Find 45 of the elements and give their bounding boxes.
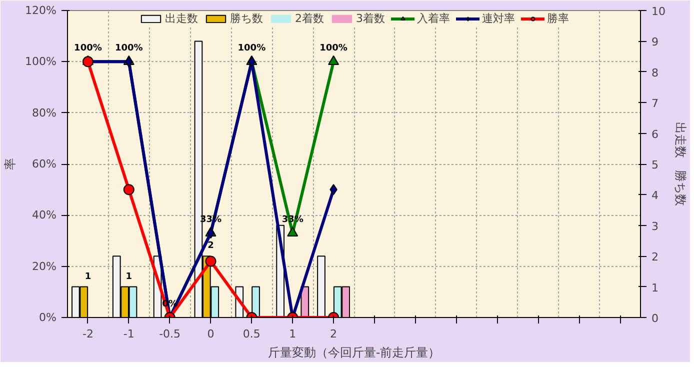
point (328, 55, 340, 66)
x-tick-label: -0.5 (159, 328, 181, 340)
y2-tick-label: 7 (652, 97, 658, 110)
point (287, 226, 298, 236)
y-tick-label: 40% (32, 208, 57, 222)
y-axis-title: 率 (3, 158, 18, 170)
y-tick-label: 100% (25, 55, 57, 68)
y-tick-label: 120% (25, 4, 57, 17)
y2-tick-label: 0 (652, 312, 658, 325)
legend-label: 2着数 (295, 11, 324, 26)
y2-tick-label: 2 (652, 250, 658, 264)
y2-axis-title: 出走数 勝ち数 (673, 122, 688, 206)
x-tick-label: -2 (82, 328, 94, 340)
y2-tick-label: 3 (652, 220, 658, 233)
annotation: 100% (320, 44, 348, 54)
annotation: 1 (126, 272, 132, 282)
legend-label: 勝ち数 (230, 11, 263, 26)
x-tick-label: 1 (289, 328, 296, 340)
annotation: 100% (74, 44, 102, 54)
annotation: 1 (84, 272, 92, 282)
y2-tick-label: 6 (652, 128, 658, 141)
legend-label: 入着率 (417, 11, 450, 26)
x-tick-label: 0.5 (242, 328, 260, 340)
annotation: 100% (114, 44, 143, 54)
x-tick-label: 2 (330, 328, 338, 340)
legend-label: 勝率 (547, 11, 569, 26)
y2-tick-label: 10 (652, 5, 666, 18)
y2-tick-label: 5 (652, 158, 658, 172)
x-tick-label: -1 (123, 328, 134, 340)
y2-tick-label: 1 (652, 281, 658, 294)
annotation: 100% (238, 44, 266, 54)
y2-tick-label: 8 (652, 66, 658, 80)
x-axis-title: 斤量変動（今回斤量-前走斤量） (268, 346, 440, 360)
y2-tick-label: 9 (652, 36, 658, 49)
legend-label: 3着数 (356, 11, 385, 26)
y-tick-label: 60% (32, 158, 57, 170)
y-tick-label: 20% (32, 260, 57, 273)
y2-tick-label: 4 (652, 189, 658, 202)
legend-label: 出走数 (165, 11, 198, 26)
annotation: 2 (208, 241, 214, 252)
y-tick-label: 0% (39, 311, 56, 324)
legend-label: 連対率 (482, 11, 515, 26)
annotation: 0% (162, 300, 178, 310)
y-tick-label: 80% (32, 106, 57, 120)
x-tick-label: 0 (207, 328, 214, 340)
